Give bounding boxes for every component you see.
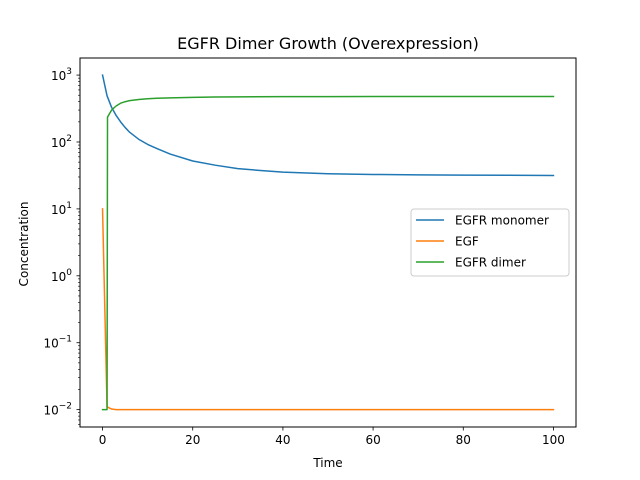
legend-entry: EGFR monomer (455, 214, 549, 228)
x-tick-label: 80 (456, 433, 471, 447)
x-tick-label: 0 (99, 433, 107, 447)
y-axis-label: Concentration (17, 202, 31, 287)
series-line-0 (101, 74, 555, 177)
legend-entry: EGF (455, 235, 479, 249)
y-tick-label: 100 (51, 268, 72, 284)
plot-lines (101, 74, 555, 411)
x-axis-label: Time (312, 456, 342, 470)
plot-frame (79, 57, 577, 428)
x-tick-label: 40 (275, 433, 290, 447)
y-tick-label: 101 (51, 201, 72, 217)
series-line-1 (101, 208, 555, 411)
series-line-2 (101, 95, 555, 411)
legend-box (410, 208, 570, 277)
y-tick-label: 103 (51, 67, 72, 83)
axes-ticks: 0 20 40 60 80 100 10−2 10−1 100 101 102 103 (43, 67, 564, 447)
x-tick-label: 60 (365, 433, 380, 447)
chart-title: EGFR Dimer Growth (Overexpression) (177, 34, 479, 53)
x-tick-label: 20 (185, 433, 200, 447)
legend-entry: EGFR dimer (455, 256, 526, 270)
y-tick-label: 102 (51, 134, 72, 150)
legend: EGFR monomer EGF EGFR dimer (410, 208, 570, 277)
y-tick-label: 10−1 (43, 335, 72, 351)
y-tick-label: 10−2 (43, 402, 72, 418)
x-tick-label: 100 (542, 433, 565, 447)
